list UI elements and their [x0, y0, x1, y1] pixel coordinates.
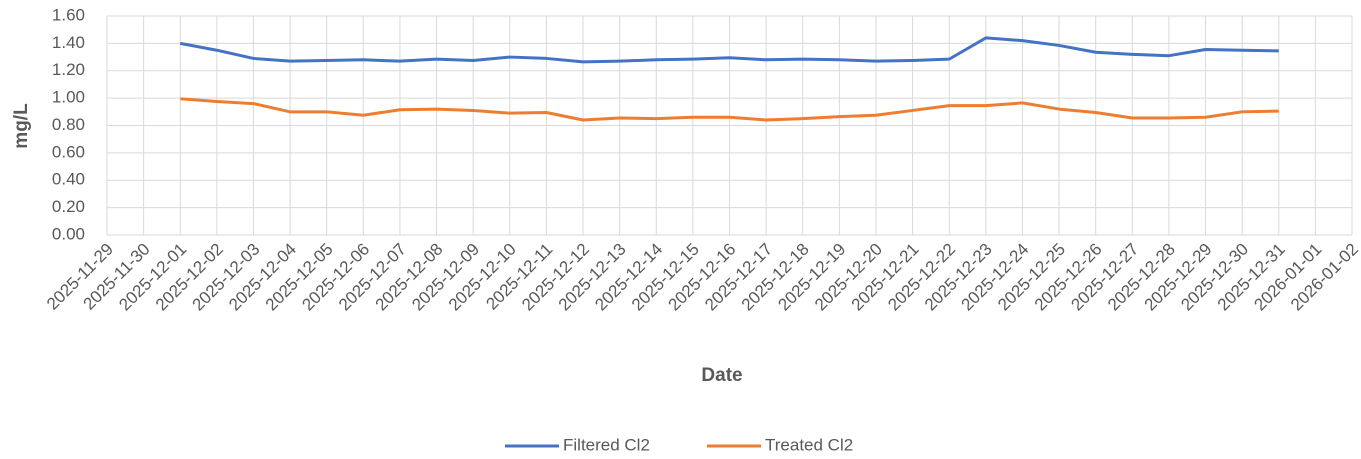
line [180, 97, 1279, 122]
y-tick-label: 0.00 [52, 224, 85, 243]
y-tick-label: 0.80 [52, 115, 85, 134]
y-tick-label: 0.60 [52, 142, 85, 161]
y-tick-label: 1.40 [52, 33, 85, 52]
legend-label: Treated Cl2 [765, 435, 853, 454]
x-axis-title: Date [701, 365, 742, 386]
y-tick-label: 1.00 [52, 88, 85, 107]
y-axis-title: mg/L [11, 103, 32, 149]
line [179, 36, 1279, 64]
y-tick-label: 1.60 [52, 5, 85, 24]
y-tick-label: 1.20 [52, 60, 85, 79]
legend-label: Filtered Cl2 [563, 435, 650, 454]
y-tick-label: 0.20 [52, 197, 85, 216]
y-tick-label: 0.40 [52, 170, 85, 189]
